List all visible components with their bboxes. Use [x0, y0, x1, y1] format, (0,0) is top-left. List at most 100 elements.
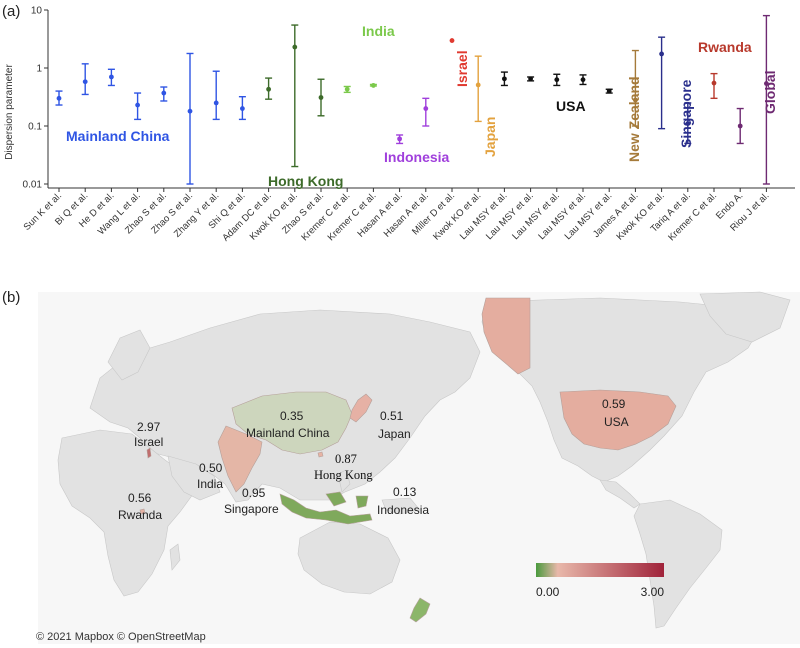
point-estimate	[266, 86, 271, 92]
land-papua	[381, 497, 421, 515]
map-name-israel: Israel	[134, 435, 163, 449]
group-label-hongkong: Hong Kong	[268, 173, 343, 189]
map-name-indonesia: Indonesia	[377, 503, 429, 517]
region-shape-indonesia	[279, 491, 373, 525]
map-value-israel: 2.97	[137, 420, 161, 434]
point-estimate	[240, 106, 245, 111]
point-estimate	[659, 51, 664, 57]
panel-label-a: (a)	[2, 3, 20, 20]
point-estimate	[292, 44, 298, 50]
land-arabia	[167, 455, 221, 501]
map-name-india: India	[197, 477, 223, 491]
world-map: (b) 2	[2, 289, 800, 644]
data-point-14	[396, 134, 404, 145]
point-estimate	[449, 38, 455, 43]
data-point-1	[55, 90, 63, 106]
land-south-america	[633, 499, 723, 629]
land-australia	[297, 521, 401, 595]
group-label-singapore: Singapore	[678, 79, 694, 148]
group-label-japan: Japan	[482, 117, 498, 157]
region-shape-japan	[349, 393, 373, 423]
region-shape-alaska	[481, 297, 531, 375]
data-point-13	[369, 83, 377, 88]
data-point-10	[291, 24, 299, 168]
region-shape-india	[217, 425, 263, 493]
map-name-china: Mainland China	[246, 426, 330, 440]
map-value-japan: 0.51	[380, 409, 404, 423]
land-philippines	[337, 469, 351, 493]
map-value-indonesia: 0.13	[393, 485, 417, 499]
panel-label-b: (b)	[2, 289, 20, 306]
data-point-12	[343, 85, 351, 94]
point-estimate	[56, 95, 62, 101]
y-tick-label: 10	[31, 6, 43, 17]
map-value-usa: 0.59	[602, 397, 626, 411]
region-shape-rwanda	[139, 508, 146, 515]
point-estimate	[187, 108, 193, 114]
data-point-4	[134, 92, 142, 121]
data-point-22	[605, 88, 613, 94]
region-shape-israel	[146, 447, 152, 459]
map-value-rwanda: 0.56	[128, 491, 152, 505]
region-shape-hongkong	[317, 451, 324, 458]
point-estimate	[502, 76, 507, 82]
dispersion-chart: (a) Dispersion parameter 0.01 0.1 1 10 Sun …	[2, 3, 795, 244]
point-estimate	[633, 97, 638, 103]
region-shape-newzealand	[409, 597, 431, 623]
data-point-11	[317, 78, 325, 117]
data-point-15	[422, 97, 430, 127]
group-label-china: Mainland China	[66, 128, 170, 144]
data-point-25	[684, 102, 692, 145]
point-estimate	[554, 77, 560, 83]
map-name-rwanda: Rwanda	[118, 508, 162, 522]
data-point-8	[238, 96, 246, 121]
data-point-26	[710, 72, 718, 100]
map-name-usa: USA	[604, 415, 629, 429]
map-name-hongkong: Hong Kong	[314, 468, 373, 482]
map-name-japan: Japan	[378, 427, 411, 441]
point-estimate	[764, 81, 769, 86]
point-estimate	[82, 79, 88, 85]
point-estimate	[685, 121, 691, 126]
point-estimate	[423, 106, 429, 111]
region-shape-usa	[559, 389, 677, 451]
data-point-16	[449, 38, 455, 43]
point-estimate	[606, 88, 612, 94]
point-estimate	[344, 86, 350, 92]
point-estimate	[109, 74, 114, 80]
data-point-9	[265, 77, 273, 100]
land-scandinavia	[107, 329, 151, 381]
map-credit: © 2021 Mapbox © OpenStreetMap	[36, 631, 206, 643]
group-label-indonesia: Indonesia	[384, 149, 450, 165]
map-value-hongkong: 0.87	[335, 452, 357, 466]
y-tick-label: 0.1	[28, 122, 42, 133]
data-point-6	[186, 52, 194, 185]
point-estimate	[711, 80, 717, 86]
point-estimate	[397, 136, 402, 142]
data-point-5	[160, 86, 168, 102]
point-estimate	[528, 76, 533, 82]
y-axis-label: Dispersion parameter	[4, 64, 15, 160]
data-point-2	[81, 63, 89, 96]
map-value-singapore: 0.95	[242, 486, 266, 500]
point-estimate	[475, 82, 481, 88]
color-legend-bar	[536, 563, 664, 577]
point-estimate	[737, 123, 743, 129]
point-estimate	[213, 100, 219, 106]
data-point-21	[579, 74, 587, 86]
land-africa	[57, 429, 197, 597]
data-point-24	[658, 36, 666, 130]
land-madagascar	[169, 543, 181, 571]
point-estimate	[161, 90, 167, 96]
group-label-india: India	[362, 23, 395, 39]
map-value-india: 0.50	[199, 461, 223, 475]
y-tick-label: 1	[36, 64, 42, 75]
data-point-28	[762, 14, 770, 185]
data-point-18	[500, 71, 508, 87]
group-label-global: Global	[762, 70, 778, 114]
legend-min-label: 0.00	[536, 585, 560, 599]
point-estimate	[371, 83, 376, 88]
data-point-23	[631, 49, 639, 127]
data-point-3	[107, 68, 115, 87]
group-label-rwanda: Rwanda	[698, 39, 752, 55]
